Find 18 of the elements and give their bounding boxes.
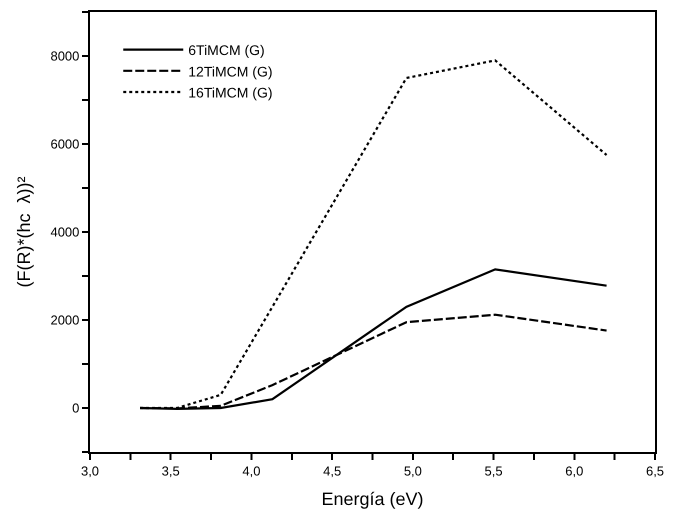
x-axis-title: Energía (eV)	[321, 489, 424, 510]
x-tick-label: 6,5	[646, 464, 664, 479]
x-tick-label: 3,0	[80, 464, 100, 479]
x-tick-label: 4,0	[242, 464, 260, 479]
y-tick-label: 8000	[50, 48, 80, 64]
x-tick-label: 6,0	[565, 464, 584, 479]
y-tick-label: 4000	[50, 224, 80, 240]
legend-label: 6TiMCM (G)	[188, 42, 265, 58]
x-tick-label: 4,5	[323, 464, 342, 479]
y-tick-label: 6000	[50, 136, 80, 152]
legend-label: 16TiMCM (G)	[188, 84, 273, 100]
y-tick-label: 2000	[50, 312, 80, 328]
legend-label: 12TiMCM (G)	[188, 63, 273, 80]
x-tick-label: 3,5	[162, 464, 180, 479]
y-tick-label: 0	[72, 400, 80, 416]
x-tick-label: 5,0	[404, 464, 422, 479]
x-tick-label: 5,5	[484, 464, 503, 479]
y-axis-title: (F(R)*(hc λ))²	[14, 176, 34, 288]
